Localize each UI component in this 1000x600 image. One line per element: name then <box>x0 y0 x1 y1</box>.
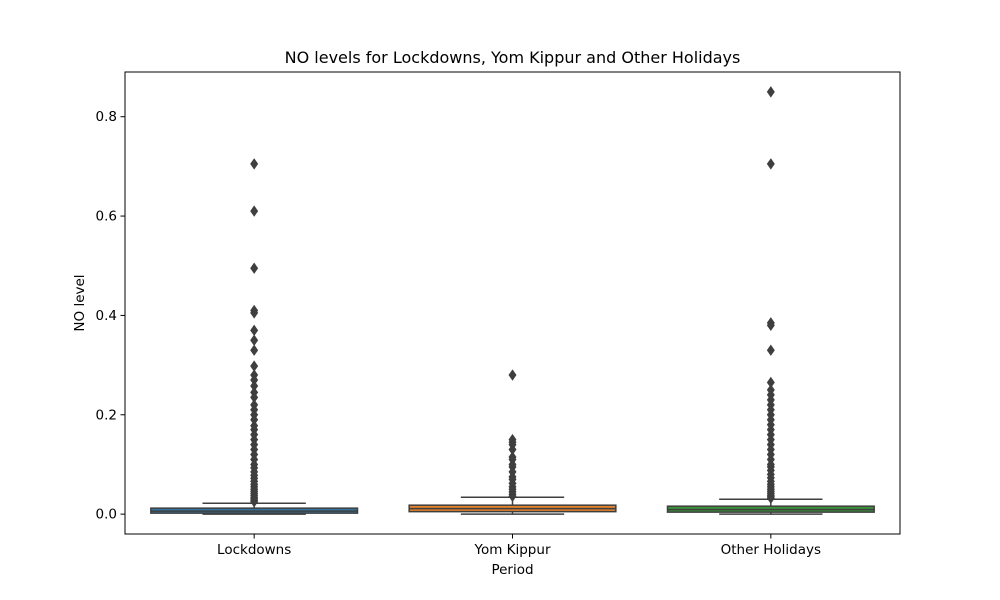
x-tick-label: Yom Kippur <box>473 542 550 558</box>
box-group-yom-kippur <box>408 369 617 515</box>
box-group-lockdowns <box>150 158 359 515</box>
outlier-point <box>250 307 259 319</box>
box-group-other-holidays <box>666 86 875 515</box>
outlier-point <box>250 262 259 274</box>
chart-axes: 0.0 0.2 0.4 0.6 0.8 Lockdowns Yom Kippur Other … <box>96 109 822 558</box>
x-axis-label: Period <box>491 562 533 578</box>
y-tick-label: 0.6 <box>96 209 117 225</box>
chart-title: NO levels for Lockdowns, Yom Kippur and … <box>285 48 741 67</box>
outlier-point <box>250 344 259 356</box>
outlier-point <box>250 205 259 217</box>
outlier-point <box>766 86 775 98</box>
x-tick-label: Lockdowns <box>217 542 291 558</box>
outlier-point <box>766 344 775 356</box>
chart-marks <box>150 86 875 515</box>
y-tick-label: 0.4 <box>96 308 117 324</box>
y-tick-label: 0.8 <box>96 109 117 125</box>
y-tick-label: 0.2 <box>96 407 117 423</box>
x-tick-label: Other Holidays <box>721 542 821 558</box>
outlier-point <box>508 369 517 381</box>
y-axis-label: NO level <box>72 274 88 331</box>
outlier-point <box>250 158 259 170</box>
outlier-point <box>766 158 775 170</box>
outlier-point <box>766 492 775 504</box>
outlier-point <box>250 496 259 508</box>
outlier-point <box>766 319 775 332</box>
plot-frame <box>124 71 901 535</box>
y-tick-label: 0.0 <box>96 507 117 523</box>
outlier-point <box>508 490 517 502</box>
